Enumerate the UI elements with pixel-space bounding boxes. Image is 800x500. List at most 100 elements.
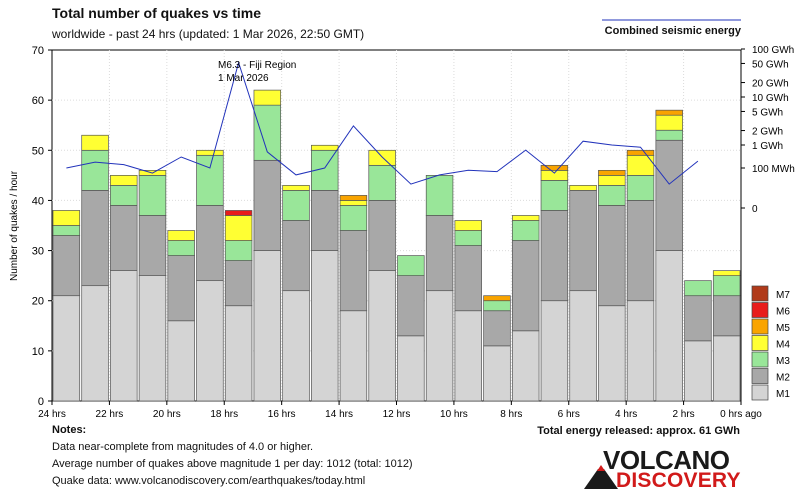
bar-segment-m1 xyxy=(196,280,224,402)
bar-segment-m4 xyxy=(454,220,482,231)
volcanodiscovery-logo[interactable]: VOLCANO DISCOVERY xyxy=(584,447,744,495)
bar-segment-m3 xyxy=(138,175,167,216)
bar-segment-m4 xyxy=(282,185,310,191)
energy-tick-label: 100 GWh xyxy=(752,45,794,56)
bar-segment-m4 xyxy=(655,114,683,131)
bar-segment-m2 xyxy=(598,205,626,307)
bar-segment-m4 xyxy=(224,215,253,241)
y-tick-label: 70 xyxy=(32,45,44,57)
bar-segment-m4 xyxy=(511,215,540,221)
bar-segment-m2 xyxy=(110,205,138,271)
x-tick-label: 14 hrs xyxy=(325,409,353,420)
bar-segment-m3 xyxy=(655,129,683,141)
y-tick-label: 50 xyxy=(32,145,44,157)
x-tick-label: 6 hrs xyxy=(558,409,580,420)
y-tick-label: 20 xyxy=(32,296,44,308)
bar-segment-m1 xyxy=(655,250,683,402)
bar-segment-m3 xyxy=(598,185,626,206)
bar-segment-m3 xyxy=(282,190,310,221)
bar-segment-m4 xyxy=(339,200,368,206)
bar-segment-m4 xyxy=(81,134,109,151)
bar-segment-m1 xyxy=(339,310,368,402)
legend-label: M4 xyxy=(776,340,790,351)
bar-segment-m1 xyxy=(397,335,425,402)
energy-tick-label: 2 GWh xyxy=(752,127,783,138)
bar-segment-m2 xyxy=(483,310,511,347)
annotation-date: 1 Mar 2026 xyxy=(218,73,269,84)
y-axis-label: Number of quakes / hour xyxy=(9,170,20,281)
bar-segment-m3 xyxy=(511,220,540,241)
legend-label: M5 xyxy=(776,323,790,334)
legend-swatch-m2 xyxy=(751,368,769,384)
bar-segment-m4 xyxy=(540,169,569,181)
bar-segment-m3 xyxy=(626,175,655,201)
x-tick-label: 4 hrs xyxy=(615,409,637,420)
bar-segment-m5 xyxy=(598,169,626,176)
x-tick-label: 22 hrs xyxy=(96,409,124,420)
bar-segment-m1 xyxy=(253,250,282,402)
x-tick-label: 24 hrs xyxy=(38,409,66,420)
x-tick-label: 12 hrs xyxy=(383,409,411,420)
bar-segment-m1 xyxy=(368,270,396,402)
bar-segment-m2 xyxy=(224,260,253,307)
bar-segment-m2 xyxy=(368,200,396,271)
bar-segment-m3 xyxy=(684,280,712,297)
bar-segment-m4 xyxy=(110,175,138,186)
bar-segment-m3 xyxy=(81,149,109,191)
bar-segment-m1 xyxy=(52,295,81,402)
legend-label: M1 xyxy=(776,389,790,400)
bar-segment-m1 xyxy=(540,300,569,402)
bar-segment-m2 xyxy=(282,220,310,292)
x-tick-label: 16 hrs xyxy=(268,409,296,420)
note-line: Data near-complete from magnitudes of 4.… xyxy=(52,441,314,453)
x-tick-label: 2 hrs xyxy=(672,409,694,420)
legend-label: M7 xyxy=(776,290,790,301)
bar-segment-m2 xyxy=(81,190,109,287)
bar-segment-m1 xyxy=(712,335,741,402)
bar-segment-m5 xyxy=(483,295,511,302)
bar-segment-m4 xyxy=(52,210,81,226)
bar-segment-m5 xyxy=(540,164,569,171)
bar-segment-m3 xyxy=(425,175,454,216)
energy-tick-label: 5 GWh xyxy=(752,107,783,118)
legend-swatch-m5 xyxy=(751,318,769,335)
energy-line xyxy=(66,60,699,185)
bar-segment-m3 xyxy=(483,300,511,312)
legend-swatch-m4 xyxy=(751,335,769,351)
bar-segment-m3 xyxy=(52,225,81,236)
energy-legend-label: Combined seismic energy xyxy=(604,25,741,37)
bar-segment-m2 xyxy=(425,215,454,292)
y-tick-label: 10 xyxy=(32,346,44,358)
energy-series xyxy=(66,60,699,185)
legend-label: M6 xyxy=(776,307,790,318)
note-link[interactable]: Quake data: www.volcanodiscovery.com/ear… xyxy=(52,475,366,487)
x-tick-label: 20 hrs xyxy=(153,409,181,420)
bar-segment-m4 xyxy=(598,175,626,186)
x-tick-label: 18 hrs xyxy=(210,409,238,420)
bar-segment-m2 xyxy=(311,190,339,251)
legend-swatch-m1 xyxy=(751,384,769,401)
energy-tick-label: 10 GWh xyxy=(752,93,789,104)
energy-tick-label: 1 GWh xyxy=(752,141,783,152)
bar-segment-m2 xyxy=(52,235,81,297)
bar-segment-m2 xyxy=(684,295,712,342)
bar-segment-m2 xyxy=(339,230,368,312)
bar-segment-m2 xyxy=(253,159,282,251)
y-tick-label: 60 xyxy=(32,95,44,107)
bar-segment-m5 xyxy=(626,149,655,156)
bar-segment-m3 xyxy=(339,205,368,231)
bar-segment-m5 xyxy=(339,195,368,201)
bar-segment-m1 xyxy=(425,290,454,402)
y-tick-label: 30 xyxy=(32,246,44,258)
bar-segment-m3 xyxy=(712,275,741,297)
bar-segment-m1 xyxy=(684,340,712,402)
energy-tick-label: 50 GWh xyxy=(752,59,789,70)
bar-segment-m1 xyxy=(282,290,310,402)
x-tick-label: 10 hrs xyxy=(440,409,468,420)
chart-title: Total number of quakes vs time xyxy=(52,5,262,21)
bar-segment-m4 xyxy=(196,149,224,156)
bar-segment-m4 xyxy=(626,154,655,176)
bar-segment-m1 xyxy=(81,285,109,402)
y-tick-label: 0 xyxy=(38,396,44,408)
